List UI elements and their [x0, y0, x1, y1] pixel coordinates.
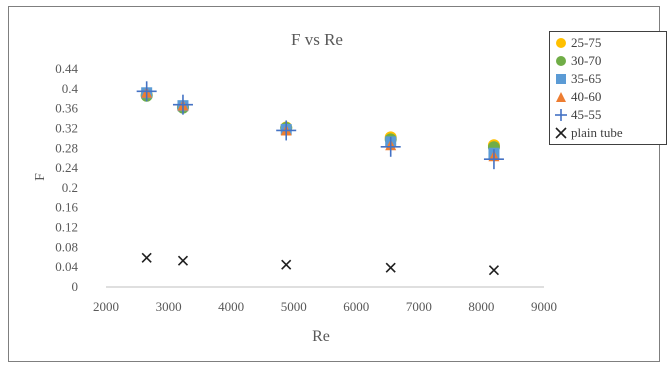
y-tick-label: 0.08	[55, 239, 78, 254]
series-30-70	[140, 89, 500, 154]
legend-marker-icon	[556, 56, 566, 66]
legend-marker-icon	[555, 127, 567, 139]
data-point	[385, 262, 396, 273]
x-tick-labels: 2000 3000 4000 5000 6000 7000 8000 9000	[93, 299, 557, 314]
y-tick-label: 0.16	[55, 200, 78, 215]
y-tick-label: 0.36	[55, 101, 78, 116]
legend-item: 35-65	[554, 70, 601, 88]
legend-marker-icon	[556, 92, 566, 102]
y-tick-label: 0.44	[55, 61, 78, 76]
data-point	[276, 120, 297, 141]
legend-label: 40-60	[571, 89, 602, 104]
data-point	[281, 259, 292, 270]
y-tick-label: 0.24	[55, 160, 78, 175]
x-tick-label: 8000	[468, 299, 494, 314]
x-tick-label: 4000	[218, 299, 244, 314]
legend-label: plain tube	[571, 125, 623, 140]
legend-marker-icon	[556, 38, 566, 48]
y-tick-label: 0.32	[55, 120, 78, 135]
series-45-55	[136, 81, 504, 170]
legend-item: 40-60	[554, 88, 601, 106]
y-tick-label: 0.28	[55, 140, 78, 155]
data-point	[380, 136, 401, 157]
data-point	[483, 149, 504, 170]
legend: 25-75 30-70 35-65 40-60 45-55 plain tube	[549, 31, 667, 145]
x-tick-label: 3000	[156, 299, 182, 314]
series-25-75	[140, 88, 500, 152]
x-tick-label: 5000	[281, 299, 307, 314]
series-plain-tube	[141, 252, 500, 276]
y-axis-label: F	[33, 173, 48, 181]
legend-item: 30-70	[554, 52, 601, 70]
series-35-65	[141, 87, 500, 159]
legend-label: 30-70	[571, 53, 602, 68]
x-tick-label: 2000	[93, 299, 119, 314]
data-point	[141, 252, 152, 263]
chart-title: F vs Re	[291, 30, 343, 49]
legend-label: 35-65	[571, 71, 602, 86]
y-tick-label: 0.12	[55, 220, 78, 235]
x-tick-label: 6000	[343, 299, 369, 314]
x-tick-label: 9000	[531, 299, 557, 314]
data-point	[177, 255, 189, 266]
series-40-60	[141, 86, 500, 162]
scatter-chart: F vs Re 0 0.04 0.08 0.12 0.16 0.2 0.24 0.28 0.32…	[33, 30, 557, 345]
data-points	[136, 81, 504, 276]
y-tick-label: 0.2	[62, 180, 78, 195]
chart-frame: F vs Re 0 0.04 0.08 0.12 0.16 0.2 0.24 0.28 0.32…	[8, 6, 667, 362]
legend-marker-icon	[555, 109, 567, 121]
data-point	[488, 265, 500, 276]
legend-label: 45-55	[571, 107, 602, 122]
legend-item: 45-55	[554, 106, 601, 124]
x-axis-label: Re	[312, 328, 330, 345]
y-tick-label: 0.04	[55, 259, 78, 274]
y-tick-label: 0.4	[62, 81, 79, 96]
legend-item: plain tube	[554, 124, 623, 142]
data-point	[172, 94, 193, 115]
data-point	[136, 81, 157, 102]
legend-marker-icon	[556, 74, 566, 84]
x-tick-label: 7000	[406, 299, 432, 314]
legend-item: 25-75	[554, 34, 601, 52]
y-tick-label: 0	[72, 279, 79, 294]
legend-label: 25-75	[571, 35, 602, 50]
y-tick-labels: 0 0.04 0.08 0.12 0.16 0.2 0.24 0.28 0.32 0.36 0.4 0…	[55, 61, 78, 294]
